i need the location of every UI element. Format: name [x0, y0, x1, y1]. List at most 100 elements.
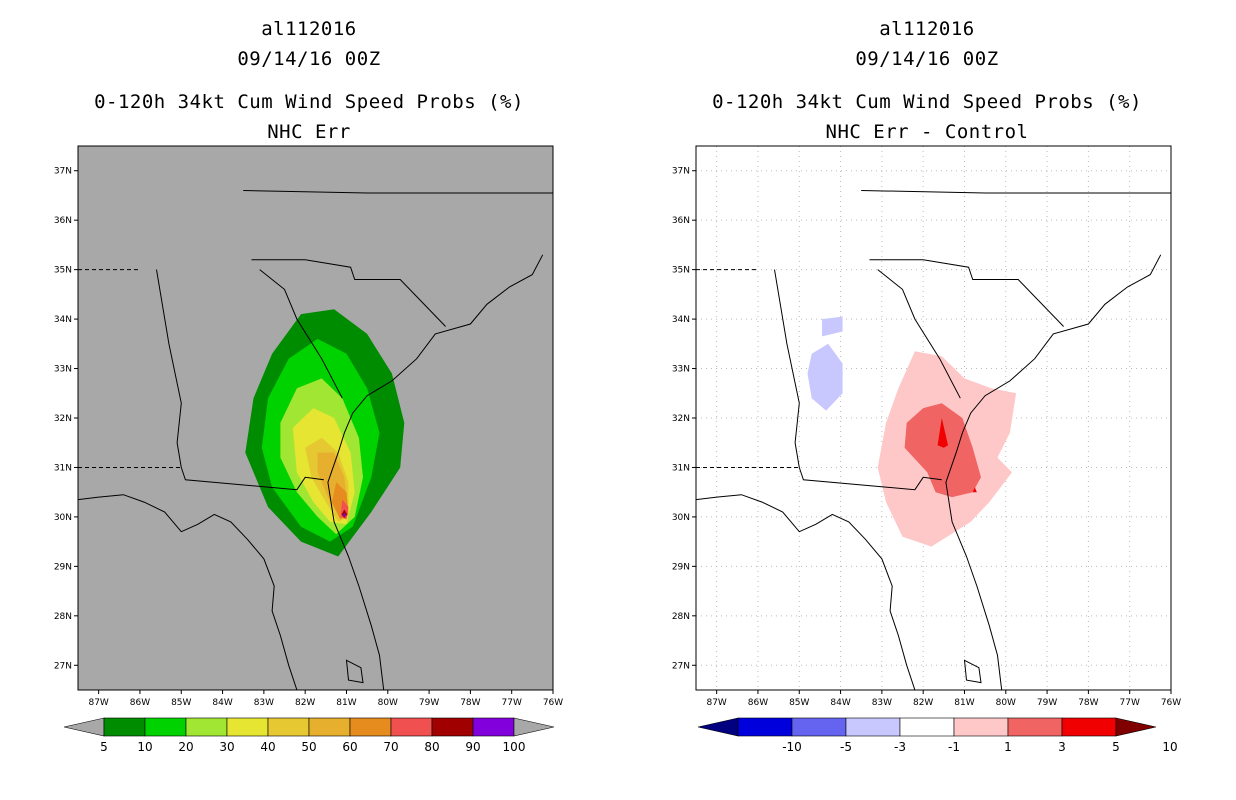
x-tick-label: 87W	[88, 698, 108, 708]
y-tick-label: 31N	[54, 463, 72, 473]
contour-level-3	[904, 403, 981, 498]
x-tick-label: 84W	[212, 698, 232, 708]
colorbar-under-arrow	[63, 717, 105, 737]
border-ga-fl	[798, 467, 942, 491]
coastline-atlantic	[327, 254, 544, 690]
product-title: 0-120h 34kt Cum Wind Speed Probs (%)	[94, 91, 524, 113]
colorbar-segment	[103, 717, 146, 737]
date-title: 09/14/16 00Z	[237, 48, 381, 70]
colorbar-segment	[845, 717, 901, 737]
colorbar-segment	[1061, 717, 1117, 737]
y-tick-label: 32N	[672, 414, 690, 424]
probability-map: 87W 86W 85W 84W 83W 82W 81W 80W 79W 78W 77W 76W 27N 2…	[41, 145, 563, 754]
coastline-gulf	[78, 494, 298, 690]
right-panel: al112016 09/14/16 00Z 0-120h 34kt Cum Wi…	[618, 0, 1236, 800]
experiment-title: NHC Err - Control	[825, 121, 1029, 143]
x-tick-label: 84W	[830, 698, 850, 708]
y-tick-label: 27N	[672, 661, 690, 671]
border-ga-fl	[180, 467, 324, 491]
x-tick-label: 76W	[1161, 698, 1181, 708]
colorbar-label: -3	[894, 740, 906, 754]
x-tick-label: 81W	[336, 698, 356, 708]
colorbar-label: -5	[840, 740, 852, 754]
colorbar-label: 5	[100, 740, 108, 754]
product-title: 0-120h 34kt Cum Wind Speed Probs (%)	[712, 91, 1142, 113]
colorbar-segment	[472, 717, 515, 737]
colorbar-label: 3	[1058, 740, 1066, 754]
colorbar-label: 100	[503, 740, 526, 754]
lake-okeechobee	[963, 659, 982, 684]
colorbar-over-arrow	[513, 717, 555, 737]
y-tick-label: 30N	[672, 513, 690, 523]
x-tick-label: 81W	[954, 698, 974, 708]
border-al-ga	[156, 269, 182, 468]
y-tick-label: 33N	[672, 365, 690, 375]
x-tick-label: 86W	[130, 698, 150, 708]
border-ga-sc	[259, 269, 343, 399]
x-tick-label: 83W	[254, 698, 274, 708]
colorbar-under-arrow	[697, 717, 739, 737]
storm-id-title: al112016	[261, 18, 357, 40]
y-tick-label: 28N	[54, 612, 72, 622]
coastline-gulf	[696, 494, 916, 690]
y-tick-label: 36N	[54, 216, 72, 226]
colorbar-label: 90	[465, 740, 480, 754]
colorbar-label: 70	[383, 740, 398, 754]
border-nc-va	[861, 190, 1171, 194]
colorbar-label: 5	[1112, 740, 1120, 754]
x-tick-label: 82W	[913, 698, 933, 708]
border-al-ga	[774, 269, 800, 468]
border-nc-va	[243, 190, 553, 194]
x-tick-label: 80W	[378, 698, 398, 708]
y-tick-label: 36N	[672, 216, 690, 226]
colorbar-segment	[185, 717, 228, 737]
y-tick-label: 34N	[672, 315, 690, 325]
contour-level-100	[342, 513, 347, 517]
colorbar-segment	[267, 717, 310, 737]
x-tick-label: 78W	[460, 698, 480, 708]
x-tick-label: 83W	[872, 698, 892, 708]
border-al-ms	[41, 270, 53, 503]
colorbar-segment	[226, 717, 269, 737]
colorbar-segment	[431, 717, 474, 737]
colorbar-label: 1	[1004, 740, 1012, 754]
contour-level-5	[937, 418, 948, 448]
colorbar-over-arrow	[1115, 717, 1157, 737]
colorbar-label: 60	[342, 740, 357, 754]
colorbar-label: 50	[301, 740, 316, 754]
colorbar-segment	[953, 717, 1009, 737]
y-tick-label: 32N	[54, 414, 72, 424]
y-tick-label: 34N	[54, 315, 72, 325]
y-tick-label: 33N	[54, 365, 72, 375]
y-tick-label: 27N	[54, 661, 72, 671]
x-tick-label: 77W	[502, 698, 522, 708]
x-tick-label: 77W	[1120, 698, 1140, 708]
x-tick-label: 78W	[1078, 698, 1098, 708]
left-panel: al112016 09/14/16 00Z 0-120h 34kt Cum Wi…	[41, 18, 563, 754]
colorbar-label: 40	[260, 740, 275, 754]
y-tick-label: 28N	[672, 612, 690, 622]
border-al-ms	[659, 270, 671, 503]
colorbar-label: -10	[782, 740, 802, 754]
coastline-atlantic	[945, 254, 1162, 690]
x-tick-label: 79W	[1037, 698, 1057, 708]
y-tick-label: 37N	[54, 167, 72, 177]
x-tick-label: 82W	[295, 698, 315, 708]
lake-okeechobee	[345, 659, 364, 684]
colorbar-label: 20	[178, 740, 193, 754]
colorbar-segment	[737, 717, 793, 737]
x-tick-label: 85W	[171, 698, 191, 708]
colorbar-label: 10	[137, 740, 152, 754]
x-tick-label: 80W	[996, 698, 1016, 708]
colorbar-segment	[308, 717, 351, 737]
date-title: 09/14/16 00Z	[855, 48, 999, 70]
colorbar-segment	[390, 717, 433, 737]
x-tick-label: 86W	[748, 698, 768, 708]
storm-id-title: al112016	[879, 18, 975, 40]
y-tick-label: 37N	[672, 167, 690, 177]
colorbar-label: -1	[948, 740, 960, 754]
colorbar-segment	[144, 717, 187, 737]
x-tick-label: 87W	[706, 698, 726, 708]
y-tick-label: 31N	[672, 463, 690, 473]
colorbar-label: 10	[1162, 740, 1177, 754]
